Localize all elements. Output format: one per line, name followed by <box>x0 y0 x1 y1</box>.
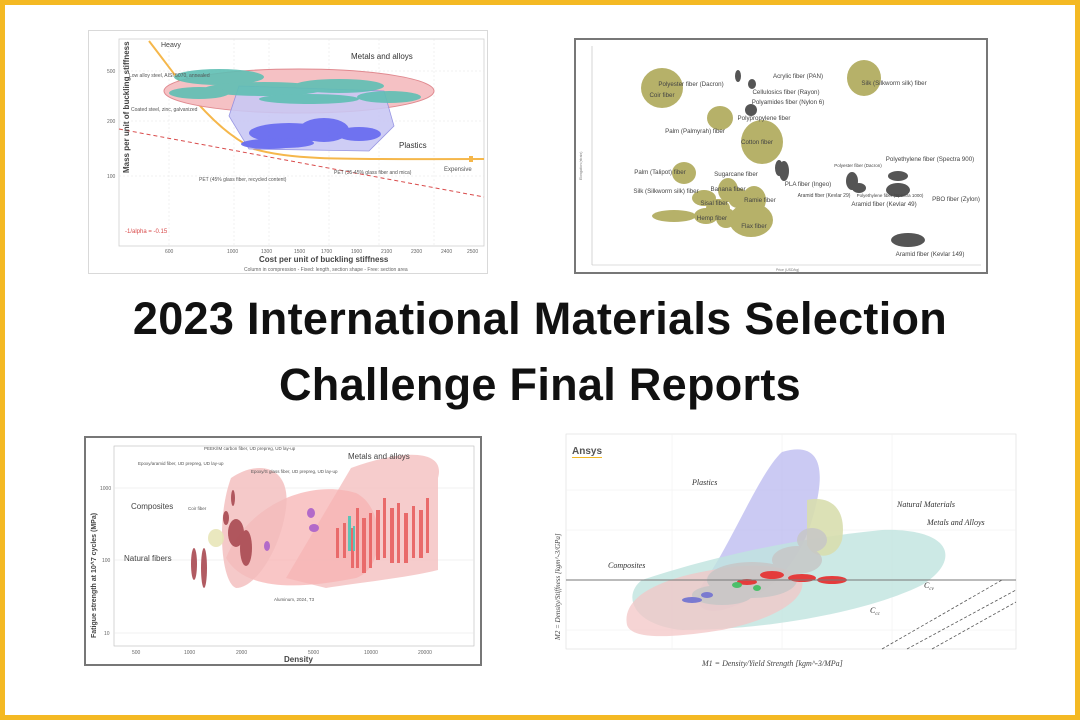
x-axis-label: Density <box>284 655 313 664</box>
x-tick: 1000 <box>227 249 238 255</box>
fiber-label: Coir fiber <box>649 92 674 99</box>
fiber-label: PBO fiber (Zylon) <box>932 196 980 203</box>
page-title-line2: Challenge Final Reports <box>279 359 801 410</box>
x-axis-caption: Column in compression - Fixed: length, s… <box>244 267 408 273</box>
y-tick: 100 <box>107 174 116 180</box>
fiber-label: Silk (Silkworm silk) fiber <box>633 188 698 195</box>
plastics-label: Plastics <box>399 141 427 150</box>
chart-fatigue-density: Metals and alloys Composites Natural fib… <box>84 436 482 666</box>
note-steel: Low alloy steel, AISI 5070, annealed <box>129 73 210 79</box>
fiber-label: Ramie fiber <box>744 197 776 204</box>
ccc-label: Ccc <box>870 606 881 617</box>
fiber-label: Aramid fiber (Kevlar 149) <box>896 251 965 258</box>
fiber-label: Aramid fiber (Kevlar 29) <box>798 193 851 199</box>
x-tick: 1700 <box>321 249 332 255</box>
y-tick: 200 <box>107 119 116 125</box>
composites-label: Composites <box>131 502 173 511</box>
fiber-label: Silk (Silkworm silk) fiber <box>861 80 926 87</box>
note-coir: Coir fiber <box>188 506 207 511</box>
ccv-label: Ccv <box>924 581 935 592</box>
note-pet2: PET (35-45% glass fiber and mica) <box>334 170 412 176</box>
fiber-label: Acrylic fiber (PAN) <box>773 73 823 80</box>
metals-label: Metals and alloys <box>348 452 410 461</box>
fiber-label: Polyester fiber (Dacron) <box>834 163 882 168</box>
x-tick: 10000 <box>364 650 378 656</box>
note-aluminum: Aluminum, 2024, T3 <box>274 597 315 602</box>
x-tick: 600 <box>165 249 174 255</box>
fiber-label: Sisal fiber <box>700 200 727 207</box>
fiber-label: Palm (Palmyrah) fiber <box>665 128 725 135</box>
x-axis-label: Cost per unit of buckling stiffness <box>259 255 389 264</box>
fiber-label: Polyethylene fiber (Spectra 900) <box>886 156 974 163</box>
y-axis-label: M2 = Density/Stiffness [kgm^-3/GPa] <box>554 533 562 641</box>
slope-label: -1/alpha = -0.15 <box>125 229 168 235</box>
x-axis-label: M1 = Density/Yield Strength [kgm^-3/MPa] <box>701 659 843 668</box>
x-tick: 1000 <box>184 650 195 656</box>
ansys-logo: Ansys <box>572 446 602 457</box>
y-axis-label: Elongation (strain) <box>579 152 583 180</box>
fiber-label: Polyethylene fiber (Spectra 1000) <box>857 193 924 198</box>
fiber-label: Polypropylene fiber <box>738 115 791 122</box>
fiber-label: Aramid fiber (Kevlar 49) <box>851 201 916 208</box>
fiber-label: PLA fiber (Ingeo) <box>785 181 831 188</box>
x-tick: 1500 <box>294 249 305 255</box>
metals-label: Metals and alloys <box>351 52 413 61</box>
y-axis-label: Fatigue strength at 10^7 cycles (MPa) <box>90 513 98 638</box>
fiber-label: Cellulosics fiber (Rayon) <box>752 89 819 96</box>
x-tick: 1900 <box>351 249 362 255</box>
note-coated: Coated steel, zinc, galvanized <box>131 107 198 113</box>
metals-alloys-label: Metals and Alloys <box>926 518 985 527</box>
page-title-line1: 2023 International Materials Selection <box>132 293 948 344</box>
note-epoxy-aramid: Epoxy/aramid fiber, UD prepreg, UD lay-u… <box>138 461 224 466</box>
x-tick: 2300 <box>411 249 422 255</box>
fiber-label: Polyester fiber (Dacron) <box>658 81 723 88</box>
y-tick: 100 <box>102 558 111 564</box>
y-tick: 500 <box>107 69 116 75</box>
chart-buckling-stiffness: Heavy Metals and alloys Plastics Expensi… <box>88 30 488 274</box>
fiber-label: Polyamides fiber (Nylon 6) <box>752 99 825 106</box>
fiber-label: Cotton fiber <box>741 139 773 146</box>
x-tick: 2500 <box>467 249 478 255</box>
x-tick: 20000 <box>418 650 432 656</box>
chart-fibers: Acrylic fiber (PAN) Polyester fiber (Dac… <box>574 38 988 274</box>
y-tick: 10 <box>104 631 110 637</box>
fiber-label: Hemp fiber <box>697 215 727 222</box>
note-pet: PET (45% glass fiber, recycled content) <box>199 177 287 183</box>
x-tick: 1300 <box>261 249 272 255</box>
x-tick: 500 <box>132 650 141 656</box>
composites-label: Composites <box>608 561 645 570</box>
plastics-label: Plastics <box>691 478 717 487</box>
x-tick: 5000 <box>308 650 319 656</box>
x-axis-label: Price (USD/kg) <box>776 268 799 272</box>
fiber-label: Palm (Talipot) fiber <box>634 169 686 176</box>
y-axis-label: Mass per unit of buckling stiffness <box>122 41 131 173</box>
heavy-label: Heavy <box>161 42 181 49</box>
x-tick: 2400 <box>441 249 452 255</box>
note-peek: PEEK/IM carbon fiber, UD prepreg, UD lay… <box>204 446 296 451</box>
natural-fibers-label: Natural fibers <box>124 554 172 563</box>
y-tick: 1000 <box>100 486 111 492</box>
expensive-label: Expensive <box>444 167 472 173</box>
x-tick: 2000 <box>236 650 247 656</box>
fiber-label: Flax fiber <box>741 223 766 230</box>
note-epoxy-s: Epoxy/S glass fiber, UD prepreg, UD lay-… <box>251 469 338 474</box>
natural-materials-label: Natural Materials <box>896 500 955 509</box>
chart-ansys-indices: Ansys Plastics Natural Materials Metals … <box>552 430 1020 674</box>
fiber-label: Banana fiber <box>710 186 745 193</box>
fiber-label: Sugarcane fiber <box>714 171 758 178</box>
x-tick: 2100 <box>381 249 392 255</box>
